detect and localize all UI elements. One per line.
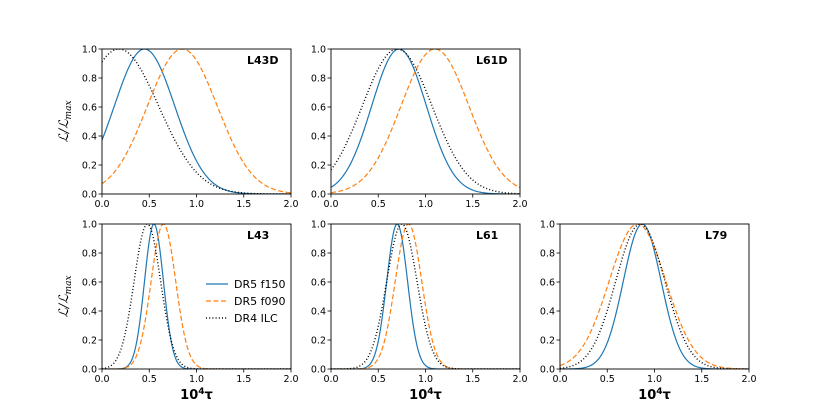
curve-dr4-ilc	[331, 224, 520, 369]
x-tick-label: 0.5	[371, 199, 386, 210]
curve-dr5-f090	[331, 49, 520, 194]
axes-frame	[330, 223, 521, 370]
panel-l79: 0.0 0.5 1.0 1.5 2.0 0.0 0.2 0.4 0.6 0.8 1.0 L79 104τ	[540, 219, 757, 403]
panel-l43d: 0.0 0.5 1.0 1.5 2.0 0.0 0.2 0.4 0.6 0.8 1.0 L43D ℒ/ℒ…	[57, 44, 299, 210]
panel-title: L79	[705, 229, 727, 242]
x-tick-label: 1.0	[189, 199, 204, 210]
curve-dr5-f090	[102, 224, 291, 369]
y-tick-label: 0.6	[311, 102, 326, 113]
y-tick-label: 0.4	[82, 306, 97, 317]
x-tick-label: 0.5	[142, 199, 157, 210]
curve-dr5-f150	[331, 224, 520, 369]
curves	[331, 224, 520, 369]
y-tick-label: 1.0	[540, 219, 555, 230]
curve-dr5-f090	[102, 49, 291, 194]
y-tick-label: 1.0	[82, 219, 97, 230]
y-tick-label: 0.8	[311, 73, 326, 84]
x-tick-label: 2.0	[512, 374, 527, 385]
panel-title: L43	[247, 229, 269, 242]
x-tick-label: 0.0	[323, 374, 338, 385]
panel-title: L61	[476, 229, 498, 242]
x-tick-label: 1.0	[647, 374, 662, 385]
y-tick-label: 0.2	[540, 335, 555, 346]
y-tick-label: 0.6	[82, 102, 97, 113]
y-tick-label: 0.8	[82, 248, 97, 259]
y-tick-label: 0.8	[540, 248, 555, 259]
x-tick-label: 2.0	[283, 199, 298, 210]
panel-l61d: 0.0 0.5 1.0 1.5 2.0 0.0 0.2 0.4 0.6 0.8 1.0 L61D	[311, 44, 528, 210]
x-tick-label: 2.0	[741, 374, 756, 385]
y-tick-label: 1.0	[311, 44, 326, 55]
x-tick-label: 1.5	[236, 374, 251, 385]
curves	[102, 49, 291, 194]
y-tick-label: 0.0	[540, 364, 555, 375]
y-tick-label: 1.0	[311, 219, 326, 230]
x-tick-label: 0.5	[371, 374, 386, 385]
panel-l43: 0.0 0.5 1.0 1.5 2.0 0.0 0.2 0.4 0.6 0.8 1.0 L43 ℒ/ℒm…	[57, 219, 299, 403]
curve-dr5-f090	[331, 224, 520, 369]
x-tick-label: 0.5	[142, 374, 157, 385]
y-tick-label: 0.0	[82, 189, 97, 200]
legend-label-dr4-ilc: DR4 ILC	[234, 312, 278, 325]
x-tick-label: 0.5	[600, 374, 615, 385]
legend-label-dr5-f090: DR5 f090	[234, 295, 285, 308]
y-axis-label: ℒ/ℒmax	[57, 100, 74, 142]
y-tick-label: 1.0	[82, 44, 97, 55]
y-tick-label: 0.4	[311, 131, 326, 142]
x-axis-label: 104τ	[638, 387, 671, 403]
x-tick-label: 1.5	[236, 199, 251, 210]
x-tick-label: 1.0	[189, 374, 204, 385]
x-tick-label: 0.0	[94, 374, 109, 385]
y-tick-label: 0.8	[311, 248, 326, 259]
y-tick-label: 0.0	[311, 364, 326, 375]
panel-title: L43D	[247, 54, 278, 67]
y-tick-label: 0.2	[311, 335, 326, 346]
curve-dr4-ilc	[560, 224, 749, 369]
y-tick-label: 0.8	[82, 73, 97, 84]
y-tick-label: 0.6	[311, 277, 326, 288]
y-tick-label: 0.6	[540, 277, 555, 288]
x-tick-label: 1.0	[418, 199, 433, 210]
x-tick-label: 1.0	[418, 374, 433, 385]
curve-dr4-ilc	[102, 49, 291, 194]
legend: DR5 f150 DR5 f090 DR4 ILC	[206, 278, 285, 325]
x-tick-label: 1.5	[694, 374, 709, 385]
y-tick-label: 0.0	[82, 364, 97, 375]
y-tick-label: 0.4	[82, 131, 97, 142]
y-axis-label: ℒ/ℒmax	[57, 275, 74, 317]
y-tick-label: 0.4	[311, 306, 326, 317]
y-tick-label: 0.2	[82, 160, 97, 171]
y-tick-label: 0.2	[311, 160, 326, 171]
curve-dr4-ilc	[331, 49, 520, 194]
panel-title: L61D	[476, 54, 507, 67]
x-tick-label: 0.0	[94, 199, 109, 210]
x-tick-label: 1.5	[465, 374, 480, 385]
x-tick-label: 1.5	[465, 199, 480, 210]
x-tick-label: 0.0	[323, 199, 338, 210]
x-tick-label: 2.0	[283, 374, 298, 385]
x-axis-label: 104τ	[180, 387, 213, 403]
y-tick-label: 0.2	[82, 335, 97, 346]
panel-l61: 0.0 0.5 1.0 1.5 2.0 0.0 0.2 0.4 0.6 0.8 1.0 L61 104τ	[311, 219, 528, 403]
y-tick-label: 0.6	[82, 277, 97, 288]
x-axis-label: 104τ	[409, 387, 442, 403]
x-tick-label: 2.0	[512, 199, 527, 210]
curve-dr5-f150	[331, 49, 520, 194]
legend-label-dr5-f150: DR5 f150	[234, 278, 285, 291]
axes-frame	[330, 48, 521, 195]
curves	[331, 49, 520, 194]
x-tick-label: 0.0	[552, 374, 567, 385]
y-tick-label: 0.0	[311, 189, 326, 200]
y-tick-label: 0.4	[540, 306, 555, 317]
curves	[560, 224, 749, 369]
curve-dr5-f090	[560, 224, 749, 369]
